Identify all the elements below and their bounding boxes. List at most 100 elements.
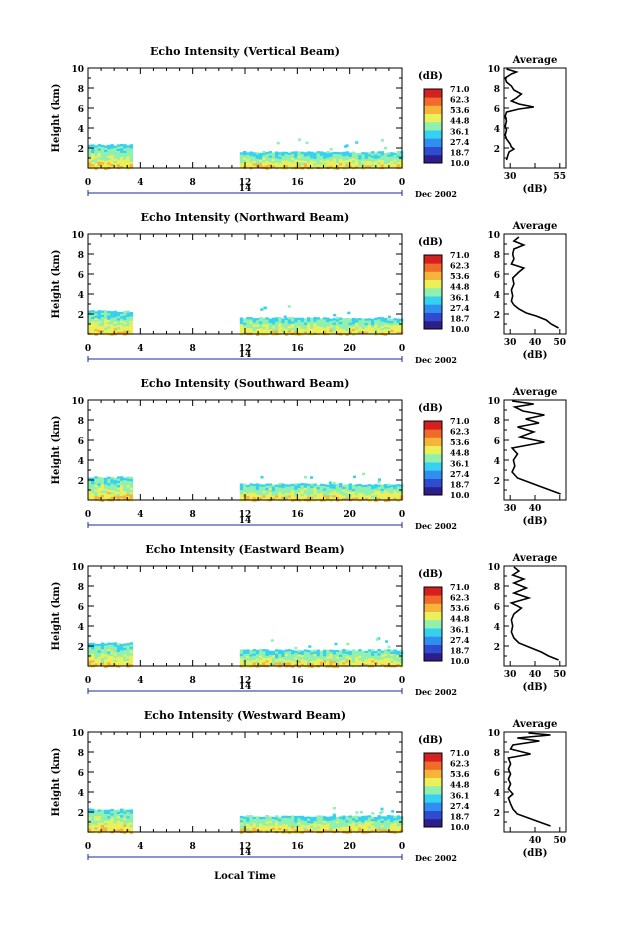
heatmap-cell [100, 314, 105, 318]
heatmap-cell [329, 492, 333, 496]
heatmap-cell [387, 653, 391, 657]
date-label: Dec 2002 [415, 521, 457, 531]
colorbar-swatch [424, 113, 442, 123]
heatmap-cell [316, 151, 321, 154]
heatmap-cell [364, 327, 369, 330]
heatmap-cell [393, 649, 397, 652]
average-y-tick-label: 8 [494, 85, 500, 95]
heatmap-cell [377, 153, 381, 156]
heatmap-cell [88, 479, 92, 483]
heatmap-cell [339, 816, 343, 819]
heatmap-cell [345, 658, 349, 661]
heatmap-cell [246, 152, 250, 155]
heatmap-cell [275, 655, 279, 659]
heatmap-cell [116, 148, 121, 152]
heatmap-cell [129, 148, 134, 152]
average-y-tick-label: 4 [494, 291, 500, 301]
average-title: Average [512, 221, 558, 232]
heatmap-cell [358, 483, 362, 487]
heatmap-cell [113, 644, 118, 647]
heatmap-cell [246, 658, 250, 661]
heatmap-cell [319, 492, 324, 495]
heatmap-cell [393, 653, 397, 657]
heatmap-cell [265, 660, 269, 663]
heatmap-cell [358, 816, 362, 820]
colorbar-swatch [424, 312, 442, 322]
heatmap-cell [383, 658, 388, 661]
heatmap-cell [243, 325, 247, 328]
heatmap-cell [268, 155, 273, 158]
heatmap-cell [129, 479, 134, 482]
heatmap-cell [377, 486, 381, 490]
heatmap-cell [259, 830, 263, 833]
heatmap-cell [387, 660, 391, 663]
average-y-tick-label: 10 [487, 729, 500, 739]
x-tick-label: 4 [137, 676, 143, 686]
heatmap-cell [120, 661, 124, 664]
heatmap-cell [100, 651, 105, 654]
heatmap-cell [300, 824, 305, 828]
x-tick-label: 16 [291, 178, 304, 188]
heatmap-cell [380, 807, 384, 811]
heatmap-cell [271, 830, 276, 833]
heatmap-cell [383, 827, 388, 830]
heatmap-cell [88, 495, 92, 498]
heatmap-cell [110, 817, 114, 821]
heatmap-cell [116, 643, 121, 646]
heatmap-cell [342, 815, 346, 818]
heatmap-cell [358, 821, 362, 824]
heatmap-cell [390, 484, 394, 488]
heatmap-cell [294, 818, 298, 821]
heatmap-cell [361, 824, 365, 828]
heatmap-cell [294, 663, 298, 667]
heatmap-cell [100, 497, 105, 500]
heatmap-cell [393, 818, 397, 821]
heatmap-cell [316, 489, 321, 492]
heatmap-cell [129, 476, 134, 480]
heatmap-cell [120, 148, 124, 151]
heatmap-cell [284, 651, 289, 655]
heatmap-cell [275, 158, 279, 161]
heatmap-cell [396, 153, 401, 156]
heatmap-cell [297, 164, 301, 168]
heatmap-cell [110, 313, 114, 316]
heatmap-cell [294, 155, 298, 159]
heatmap-cell [88, 808, 92, 811]
heatmap-cell [281, 492, 285, 495]
heatmap-cell [255, 660, 260, 664]
heatmap-cell [323, 492, 327, 496]
heatmap-cell [361, 160, 365, 164]
heatmap-cell [364, 165, 369, 168]
heatmap-cell [104, 167, 108, 170]
heatmap-cell [262, 322, 266, 325]
heatmap-cell [126, 323, 130, 327]
heatmap-cell [390, 828, 394, 832]
heatmap-cell [94, 816, 98, 819]
heatmap-cell [246, 815, 250, 818]
heatmap-cell [335, 656, 340, 659]
heatmap-cell [284, 484, 289, 487]
heatmap-cell [390, 656, 394, 659]
heatmap-cell [351, 160, 356, 163]
heatmap-cell [300, 489, 305, 493]
heatmap-cell [323, 649, 327, 653]
heatmap-cell [291, 330, 295, 333]
heatmap-cell [255, 333, 260, 336]
heatmap-cell [323, 152, 327, 155]
heatmap-cell [355, 824, 359, 827]
heatmap-cell [297, 656, 301, 659]
heatmap-cell [249, 652, 253, 655]
x-tick-label: 12 [239, 344, 252, 354]
heatmap-cell [291, 151, 295, 155]
heatmap-cell [252, 651, 257, 654]
y-tick-label: 8 [78, 583, 84, 593]
heatmap-cell [351, 331, 356, 334]
colorbar-swatch [424, 652, 442, 662]
heatmap-cell [88, 482, 92, 485]
heatmap-cell [126, 829, 130, 832]
heatmap-cell [396, 331, 401, 335]
heatmap-cell [371, 484, 375, 488]
heatmap-cell [278, 328, 282, 331]
heatmap-cell [319, 164, 324, 168]
heatmap-cell [355, 663, 359, 667]
